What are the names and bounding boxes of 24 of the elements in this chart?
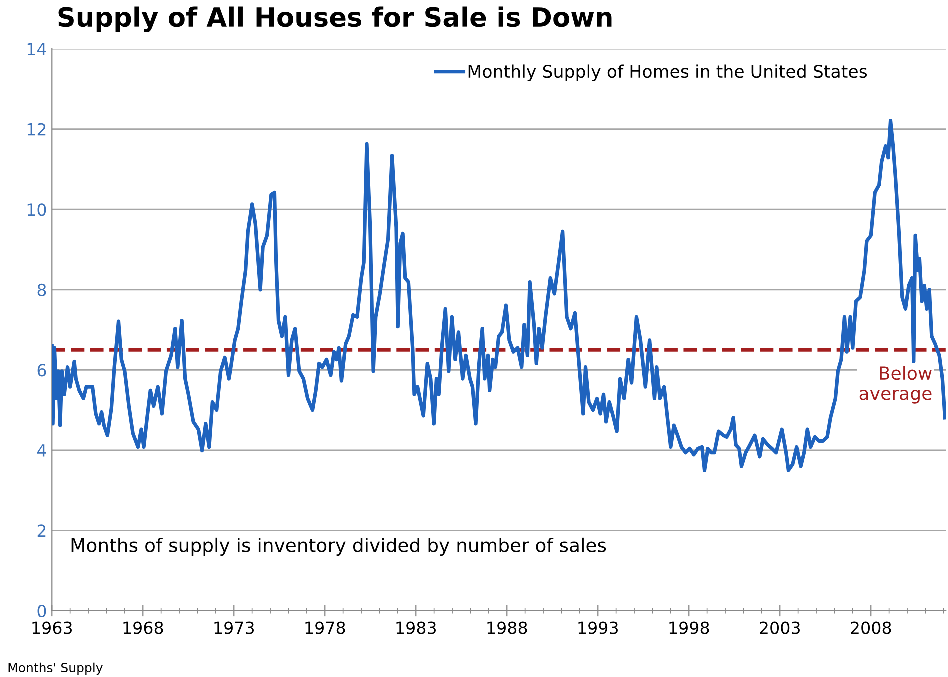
y-tick-label: 12	[28, 123, 46, 136]
x-tick-label: 1988	[488, 622, 528, 634]
y-tick-label: 14	[28, 43, 46, 56]
y-tick-label: 6	[38, 364, 46, 377]
y-tick-label: 8	[38, 284, 46, 296]
chart-title: Supply of All Houses for Sale is Down	[58, 6, 612, 33]
y-tick-label: 4	[37, 444, 46, 457]
x-tick-label: 1978	[306, 622, 346, 634]
line-series	[52, 119, 946, 472]
x-tick-label: 2008	[851, 622, 892, 634]
x-tick-label: 1968	[124, 622, 164, 634]
legend-label: Monthly Supply of Homes in the United States	[468, 64, 868, 82]
x-tick-label: 1983	[396, 622, 436, 634]
x-tick-label: 1963	[32, 622, 72, 634]
x-tick-label: 1998	[670, 622, 710, 634]
y-tick-label: 2	[38, 524, 46, 538]
x-tick-label: 1973	[214, 622, 254, 634]
x-tick-label: 1993	[578, 622, 618, 634]
text: Months' Supply	[8, 662, 103, 675]
y-tick-label: 10	[28, 204, 46, 216]
annotation: Months of supply is inventory divided by number of sales	[72, 538, 606, 556]
ref-line-label: Below average	[860, 366, 932, 404]
y-tick-label: 0	[38, 604, 46, 618]
x-tick-label: 2003	[760, 622, 800, 634]
